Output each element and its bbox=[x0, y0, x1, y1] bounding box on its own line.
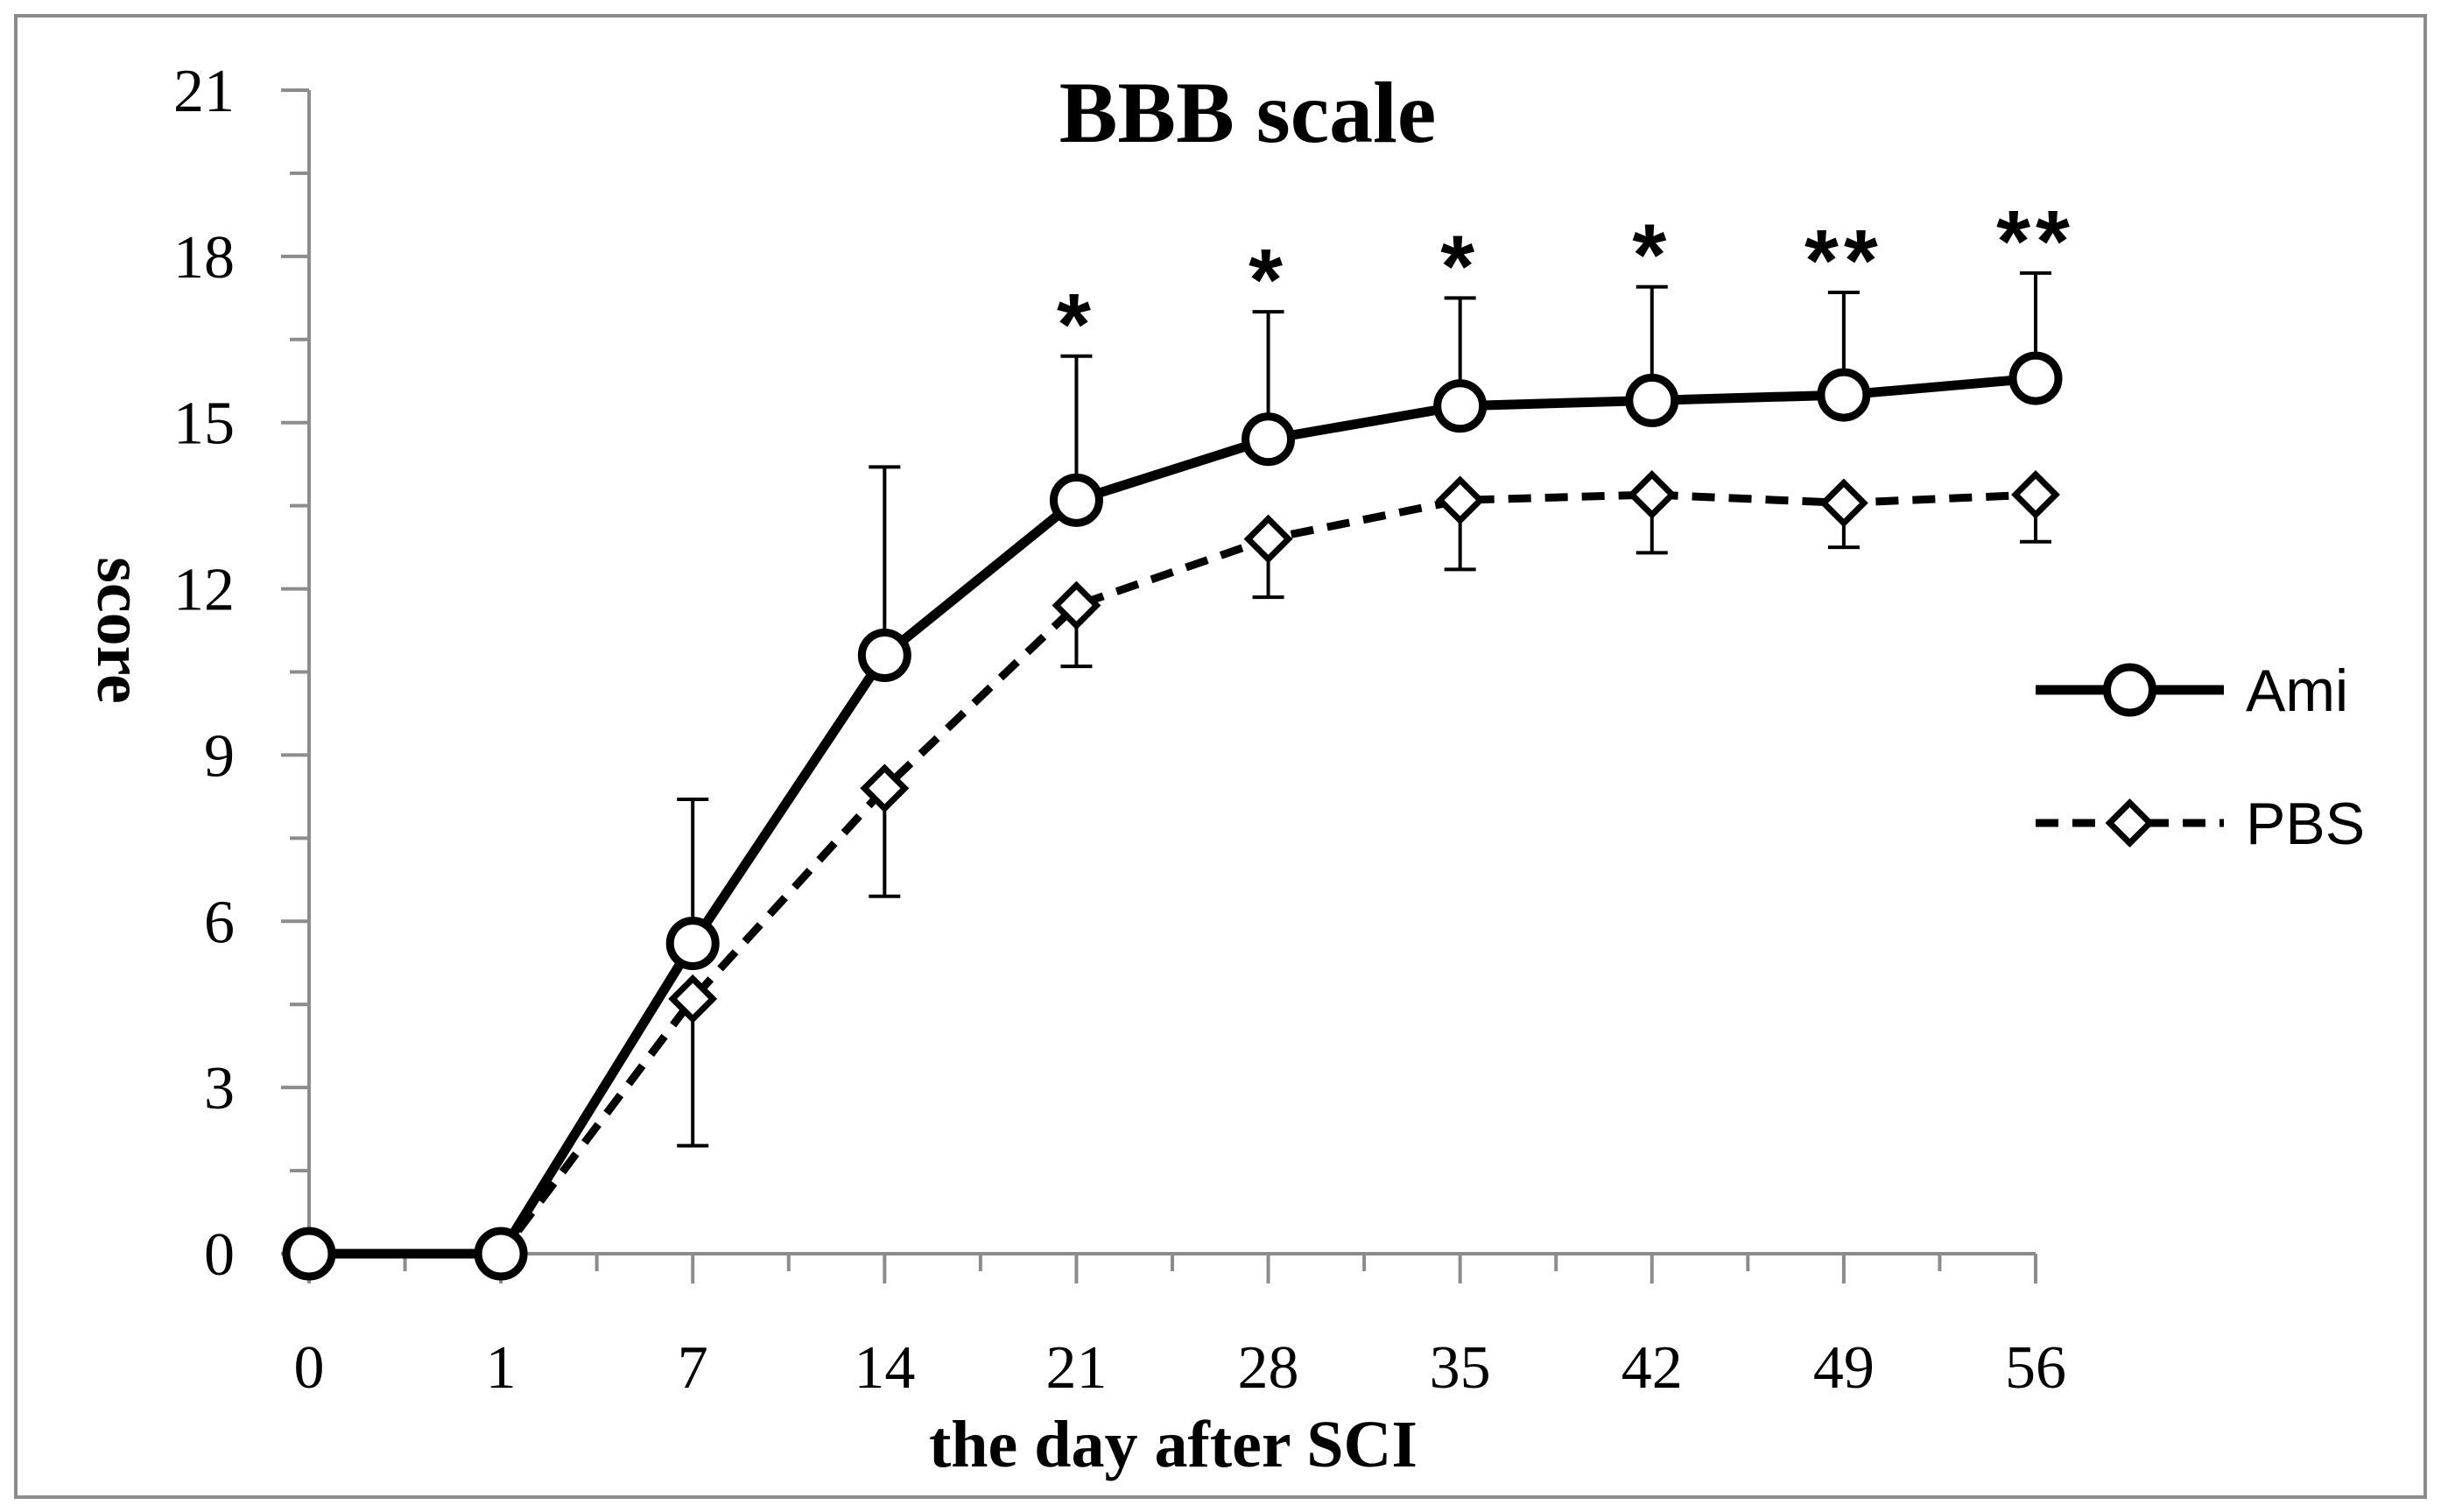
legend-marker-ami bbox=[2103, 663, 2156, 717]
legend-label-pbs: PBS bbox=[2246, 791, 2365, 857]
data-point-pbs bbox=[1243, 514, 1293, 564]
data-point-ami bbox=[2008, 351, 2063, 405]
significance-marker: * bbox=[1440, 217, 1480, 315]
x-tick-label: 42 bbox=[1621, 1334, 1683, 1402]
data-point-ami bbox=[1817, 368, 1871, 422]
data-point-ami bbox=[474, 1227, 528, 1281]
x-tick-label: 56 bbox=[2005, 1334, 2066, 1402]
data-point-ami bbox=[1049, 473, 1103, 527]
significance-marker: * bbox=[1057, 276, 1096, 374]
x-tick-label: 21 bbox=[1045, 1334, 1107, 1402]
data-point-pbs bbox=[1435, 475, 1485, 525]
significance-marker: * bbox=[1249, 231, 1288, 329]
data-point-ami bbox=[1242, 412, 1296, 467]
data-point-pbs bbox=[668, 974, 718, 1023]
axes: 0 3 6 9 12 15 18 21 0 1 7 14 21 28 35 42 49 56 bbox=[173, 58, 2066, 1402]
legend-label-ami: Ami bbox=[2246, 658, 2348, 724]
data-point-ami bbox=[1433, 379, 1488, 433]
y-tick-label: 18 bbox=[173, 224, 235, 292]
series-line-pbs bbox=[309, 490, 2037, 1258]
x-tick-label: 35 bbox=[1430, 1334, 1491, 1402]
y-tick-label: 15 bbox=[173, 390, 235, 458]
data-point-ami bbox=[282, 1227, 336, 1281]
y-axis-label: score bbox=[83, 557, 157, 703]
x-tick-label: 1 bbox=[486, 1334, 517, 1402]
legend: Ami PBS bbox=[2036, 658, 2365, 857]
significance-marker: * bbox=[1632, 207, 1671, 305]
series-lines bbox=[309, 373, 2037, 1259]
x-axis-label: the day after SCI bbox=[929, 1408, 1417, 1481]
significance-marker: ** bbox=[1996, 193, 2075, 291]
y-tick-label: 6 bbox=[204, 889, 235, 956]
x-tick-label: 7 bbox=[678, 1334, 708, 1402]
y-tick-label: 12 bbox=[173, 557, 235, 624]
y-tick-label: 3 bbox=[204, 1055, 235, 1122]
data-point-pbs bbox=[2011, 470, 2060, 519]
data-point-ami bbox=[665, 917, 720, 971]
series-line-ami bbox=[309, 373, 2037, 1259]
data-point-ami bbox=[857, 629, 911, 683]
significance-marker: ** bbox=[1804, 212, 1883, 310]
x-tick-label: 0 bbox=[294, 1334, 325, 1402]
data-point-pbs bbox=[1627, 470, 1677, 519]
legend-marker-pbs bbox=[2105, 798, 2155, 847]
series-markers bbox=[282, 351, 2063, 1281]
x-tick-label: 28 bbox=[1238, 1334, 1299, 1402]
x-tick-label: 49 bbox=[1813, 1334, 1875, 1402]
data-point-pbs bbox=[1052, 580, 1101, 630]
significance-annotations: * * * * ** ** bbox=[1057, 193, 2075, 374]
chart-title: BBB scale bbox=[1059, 64, 1437, 161]
x-tick-label: 14 bbox=[854, 1334, 915, 1402]
data-point-pbs bbox=[1818, 478, 1868, 528]
data-point-pbs bbox=[860, 763, 910, 813]
y-tick-label: 0 bbox=[204, 1221, 235, 1289]
y-tick-label: 9 bbox=[204, 722, 235, 790]
data-point-ami bbox=[1625, 373, 1679, 427]
y-tick-label: 21 bbox=[173, 58, 235, 125]
